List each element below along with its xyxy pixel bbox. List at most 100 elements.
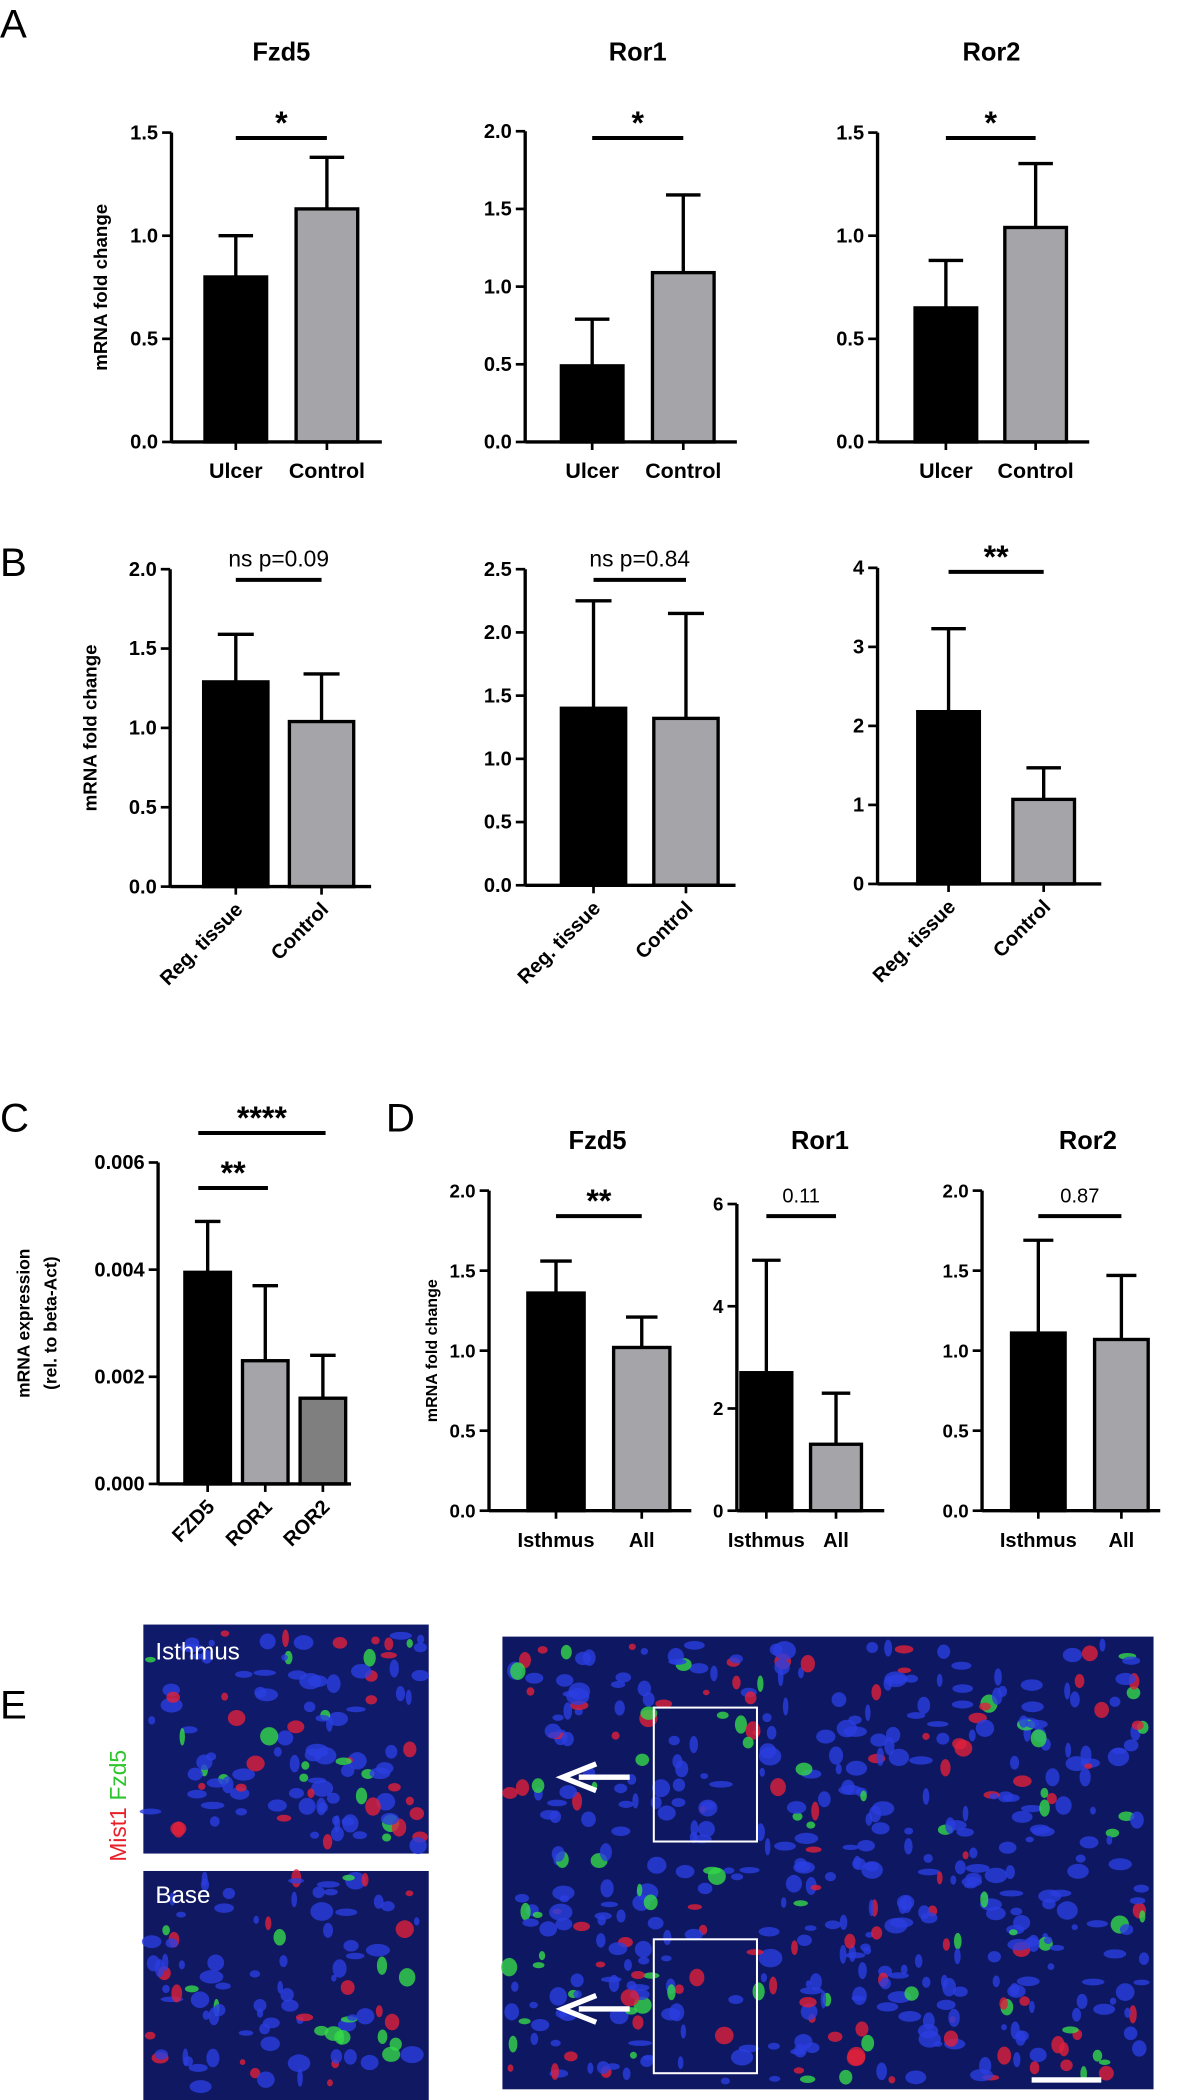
bar <box>650 270 716 444</box>
cell <box>640 1647 649 1655</box>
cell <box>377 2029 388 2045</box>
cell <box>375 2005 383 2018</box>
cell <box>376 1956 388 1975</box>
cell <box>559 1785 578 1799</box>
bar <box>913 306 979 444</box>
cell <box>661 1955 672 1962</box>
cell <box>564 2051 578 2062</box>
cell <box>343 1940 359 1952</box>
cell <box>202 2010 210 2020</box>
cell <box>1040 1787 1049 1799</box>
cell <box>190 1991 210 2008</box>
cell <box>413 1642 427 1653</box>
cell <box>1131 1720 1144 1731</box>
cell <box>1007 1938 1031 1951</box>
cell <box>1056 1901 1078 1920</box>
cell <box>884 1639 893 1657</box>
x-tick-label: Control <box>645 459 721 483</box>
y-axis-label: (rel. to beta-Act) <box>40 1256 60 1389</box>
cell <box>650 1796 662 1810</box>
bar <box>808 1442 864 1513</box>
cell <box>838 1784 863 1796</box>
cell <box>154 1959 165 1978</box>
y-tick-label: 1.5 <box>836 122 864 144</box>
cell <box>668 1658 687 1665</box>
cell <box>413 1917 420 1926</box>
cell <box>764 1838 771 1856</box>
error-bar <box>931 627 966 712</box>
cell <box>384 1637 394 1651</box>
cell <box>556 1674 574 1687</box>
y-tick-label: 1.5 <box>484 685 512 707</box>
cell <box>608 1942 628 1956</box>
cell <box>1115 1983 1135 2001</box>
cell <box>762 1713 772 1723</box>
cell <box>206 1778 227 1788</box>
cell <box>291 1891 298 1908</box>
cell <box>1098 2065 1114 2081</box>
cell <box>1086 1920 1108 1928</box>
cell <box>700 1773 709 1779</box>
cell <box>253 1915 259 1924</box>
cell <box>829 1746 844 1765</box>
cell <box>917 1868 941 1876</box>
cell <box>860 1790 867 1802</box>
cell <box>369 1767 391 1780</box>
cell <box>611 1826 631 1836</box>
cell <box>687 1904 702 1910</box>
cell <box>1055 1796 1072 1815</box>
cell <box>214 1903 234 1913</box>
cell <box>1062 1647 1083 1663</box>
cell <box>730 2049 754 2066</box>
y-tick-label: 2.5 <box>484 559 512 581</box>
cell <box>507 2064 514 2072</box>
y-tick-label: 2.0 <box>484 121 512 143</box>
cell <box>144 2031 156 2040</box>
cell <box>382 1833 392 1842</box>
cell <box>759 1743 777 1759</box>
cell <box>965 1863 990 1873</box>
cell <box>796 1934 812 1947</box>
cell <box>605 2063 620 2070</box>
cell <box>1008 1929 1018 1936</box>
cell <box>405 1689 412 1705</box>
y-tick-label: 0.5 <box>129 797 157 819</box>
y-tick-label: 1.0 <box>129 718 157 740</box>
cell <box>728 1995 744 2005</box>
cell <box>265 1916 272 1931</box>
cell <box>581 1811 596 1828</box>
error-bar <box>575 599 612 709</box>
cell <box>221 1692 229 1701</box>
cell <box>1079 1768 1091 1787</box>
cell <box>310 1902 334 1921</box>
cell <box>758 1948 783 1968</box>
bar <box>203 275 269 444</box>
cell <box>253 1998 267 2012</box>
bar <box>526 1291 586 1513</box>
cell <box>969 1847 978 1859</box>
cell <box>563 1702 573 1720</box>
cell <box>614 1783 628 1794</box>
cell <box>616 1909 626 1923</box>
panel-label: B <box>0 540 27 585</box>
cell <box>898 1898 907 1914</box>
x-tick-label: Control <box>998 459 1074 483</box>
cell <box>332 1959 347 1978</box>
cell <box>793 1900 808 1907</box>
cell <box>330 2049 343 2064</box>
cell <box>791 1940 798 1955</box>
y-tick-label: 4 <box>713 1296 724 1317</box>
cell <box>720 2077 730 2085</box>
cell <box>809 1973 822 1991</box>
cell <box>409 1807 425 1821</box>
cell <box>409 1837 427 1855</box>
cell <box>281 1999 299 2012</box>
cell <box>148 1716 156 1725</box>
cell <box>844 1933 856 1949</box>
cell <box>206 2048 220 2068</box>
cell <box>647 1856 667 1874</box>
cell <box>1115 1672 1136 1686</box>
cell <box>668 1735 680 1746</box>
cell <box>254 1686 267 1698</box>
cell <box>380 1901 395 1912</box>
